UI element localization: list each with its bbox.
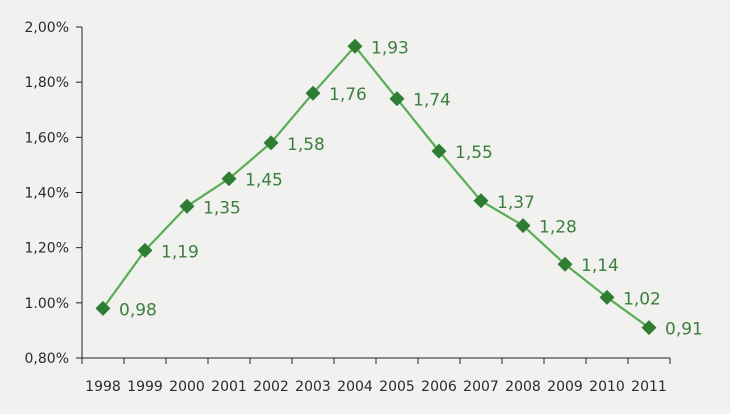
series-line	[102, 45, 650, 329]
data-point	[557, 256, 573, 272]
x-tick-label: 1999	[127, 379, 163, 395]
data-label: 1,93	[371, 38, 409, 58]
x-tick-label: 2002	[253, 379, 289, 395]
data-label: 1,37	[497, 193, 535, 213]
x-tick-label: 2006	[421, 379, 457, 395]
x-tick-label: 2008	[505, 379, 541, 395]
data-label: 0,91	[665, 320, 703, 340]
y-tick-label: 1,20%	[25, 241, 69, 257]
data-point	[641, 320, 657, 336]
x-tick-label: 2000	[169, 379, 205, 395]
x-tick-label: 2001	[211, 379, 247, 395]
y-tick-label: 1,80%	[25, 75, 69, 91]
x-tick-label: 2007	[463, 379, 499, 395]
data-point	[599, 289, 615, 305]
series-group	[95, 38, 657, 336]
x-tick-label: 2004	[337, 379, 373, 395]
data-label: 0,98	[119, 300, 157, 320]
data-labels: 0,98 1,19 1,351,451,58 1,76 1,93 1,74 1,55 1,37…	[119, 38, 703, 339]
x-tick-label: 1998	[85, 379, 121, 395]
y-tick-label: 2,00%	[25, 20, 69, 36]
data-point	[95, 300, 111, 316]
y-tick-label: 1,60%	[25, 130, 69, 146]
data-point	[431, 143, 447, 159]
data-point	[137, 242, 153, 258]
data-label: 1,02	[623, 289, 661, 309]
y-tick-label: 1,40%	[25, 186, 69, 202]
data-label: 1,76	[329, 85, 367, 105]
data-label: 1,19	[161, 242, 199, 262]
data-point	[263, 135, 279, 151]
data-point	[389, 91, 405, 107]
data-label: 1,28	[539, 218, 577, 238]
data-label: 1,55	[455, 143, 493, 163]
data-point	[179, 198, 195, 214]
x-tick-label: 2011	[631, 379, 667, 395]
data-point	[305, 85, 321, 101]
data-point	[515, 218, 531, 234]
y-tick-label: 1.00%	[25, 296, 69, 312]
data-label: 1,74	[413, 91, 451, 111]
data-label: 1,14	[581, 256, 619, 276]
data-label: 1,35	[203, 198, 241, 218]
x-tick-label: 2005	[379, 379, 415, 395]
x-tick-label: 2009	[547, 379, 583, 395]
data-point	[221, 171, 237, 187]
axes: 0,80% 1.00% 1,20% 1,40% 1,60% 1,80% 2,00% 1998 1…	[25, 20, 671, 395]
data-point	[347, 38, 363, 54]
x-tick-label: 2010	[589, 379, 625, 395]
x-tick-label: 2003	[295, 379, 331, 395]
data-point	[473, 193, 489, 209]
y-tick-label: 0,80%	[25, 351, 69, 367]
data-label: 1,45	[245, 171, 283, 191]
data-label: 1,58	[287, 135, 325, 155]
